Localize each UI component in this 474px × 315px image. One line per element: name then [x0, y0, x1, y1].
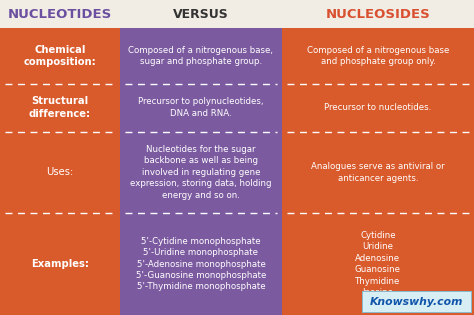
- Bar: [282, 213, 474, 315]
- Text: Knowswhy.com: Knowswhy.com: [370, 297, 464, 307]
- Bar: [0, 132, 120, 213]
- Text: Precursor to polynucleotides,
DNA and RNA.: Precursor to polynucleotides, DNA and RN…: [138, 97, 264, 118]
- Bar: [282, 28, 474, 83]
- Bar: [120, 28, 282, 83]
- Bar: [0, 83, 120, 132]
- Bar: [362, 291, 472, 313]
- Bar: [282, 132, 474, 213]
- Text: Uses:: Uses:: [46, 168, 73, 177]
- Text: Composed of a nitrogenous base
and phosphate group only.: Composed of a nitrogenous base and phosp…: [307, 46, 449, 66]
- Text: Composed of a nitrogenous base,
sugar and phosphate group.: Composed of a nitrogenous base, sugar an…: [128, 46, 273, 66]
- Text: Analogues serve as antiviral or
anticancer agents.: Analogues serve as antiviral or anticanc…: [311, 162, 445, 183]
- Text: 5'-Cytidine monophosphate
5'-Uridine monophosphate
5'-Adenosine monophosphate
5': 5'-Cytidine monophosphate 5'-Uridine mon…: [136, 237, 266, 291]
- Text: Structural
difference:: Structural difference:: [29, 96, 91, 119]
- Text: NUCLEOSIDES: NUCLEOSIDES: [326, 8, 430, 20]
- Text: Precursor to nucleotides.: Precursor to nucleotides.: [324, 103, 432, 112]
- Bar: [120, 132, 282, 213]
- Text: NUCLEOTIDES: NUCLEOTIDES: [8, 8, 112, 20]
- Bar: [120, 83, 282, 132]
- Bar: [282, 83, 474, 132]
- Bar: [0, 213, 120, 315]
- Bar: [363, 292, 471, 312]
- Text: VERSUS: VERSUS: [173, 8, 229, 20]
- Text: Cytidine
Uridine
Adenosine
Guanosine
Thymidine
Inosine: Cytidine Uridine Adenosine Guanosine Thy…: [355, 231, 401, 297]
- Text: Examples:: Examples:: [31, 259, 89, 269]
- Text: Nucleotides for the sugar
backbone as well as being
involved in regulating gene
: Nucleotides for the sugar backbone as we…: [130, 145, 272, 200]
- Text: Chemical
composition:: Chemical composition:: [24, 45, 96, 67]
- Bar: [120, 213, 282, 315]
- Bar: [0, 28, 120, 83]
